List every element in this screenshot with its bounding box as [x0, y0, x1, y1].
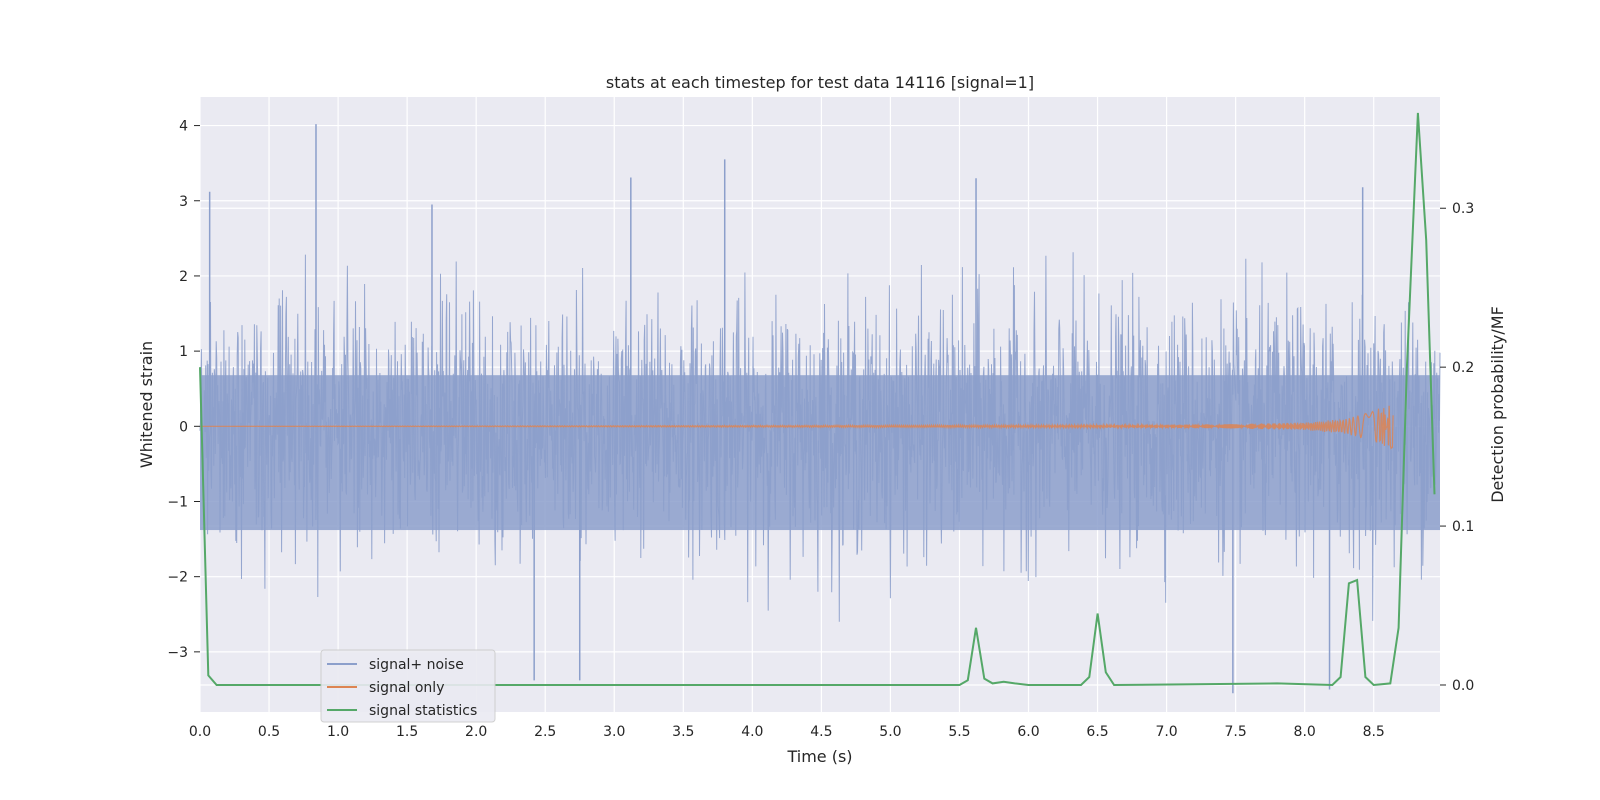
x-tick-label: 3.5	[672, 724, 694, 740]
x-tick-label: 6.0	[1017, 724, 1039, 740]
x-tick-label: 5.5	[948, 724, 970, 740]
x-tick-label: 0.5	[258, 724, 280, 740]
x-axis-label: Time (s)	[786, 747, 852, 766]
y-right-tick-label: 0.3	[1452, 201, 1474, 217]
x-tick-label: 0.0	[189, 724, 211, 740]
y-tick-label: 0	[179, 419, 188, 435]
y-axis-label: Whitened strain	[137, 341, 156, 468]
legend-label: signal+ noise	[369, 657, 464, 673]
x-tick-label: 4.0	[741, 724, 763, 740]
chart-title: stats at each timestep for test data 141…	[606, 73, 1034, 92]
x-tick-label: 2.0	[465, 724, 487, 740]
legend-box	[320, 649, 496, 723]
y-right-tick-label: 0.1	[1452, 519, 1474, 535]
x-tick-label: 5.0	[879, 724, 901, 740]
signal-line	[200, 405, 1394, 450]
y-tick-label: −2	[167, 570, 188, 586]
y-axis-right-label: Detection probability/MF	[1488, 306, 1507, 503]
noise-line	[199, 252, 1441, 622]
x-tick-label: 1.5	[396, 724, 418, 740]
x-tick-label: 4.5	[810, 724, 832, 740]
x-tick-label: 1.0	[327, 724, 349, 740]
x-tick-label: 6.5	[1086, 724, 1108, 740]
y-tick-label: 3	[179, 194, 188, 210]
x-tick-label: 3.0	[603, 724, 625, 740]
legend-label: signal only	[369, 680, 444, 696]
stats-line	[199, 112, 1436, 687]
y-tick-label: 4	[179, 119, 188, 135]
x-tick-label: 2.5	[534, 724, 556, 740]
y-tick-label: −3	[167, 645, 188, 661]
x-tick-label: 7.5	[1225, 724, 1247, 740]
x-tick-label: 8.0	[1294, 724, 1316, 740]
y-right-tick-label: 0.0	[1452, 678, 1474, 694]
x-tick-label: 7.0	[1155, 724, 1177, 740]
axes: 0.0 0.5 1.0 1.5 2.0 2.5 3.0 3.5 4.0 4.5 5.0 5.5 6.0 6…	[167, 119, 1474, 740]
y-tick-label: 1	[179, 344, 188, 360]
y-tick-label: −1	[167, 494, 188, 510]
stats-series	[199, 112, 1436, 687]
y-tick-label: 2	[179, 269, 188, 285]
y-right-tick-label: 0.2	[1452, 360, 1474, 376]
noise-series	[199, 124, 1441, 694]
legend: signal+ noise signal only signal statistic…	[320, 649, 496, 723]
x-tick-label: 8.5	[1363, 724, 1385, 740]
signal-series	[200, 405, 1394, 450]
legend-label: signal statistics	[369, 703, 477, 719]
